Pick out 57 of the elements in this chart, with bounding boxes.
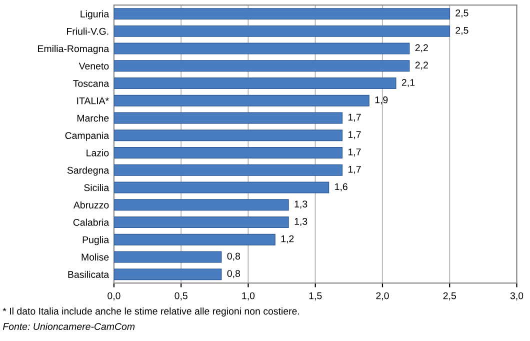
source-note: Fonte: Unioncamere-CamCom [2,322,135,330]
data-label: 1,7 [348,114,361,122]
bar [114,78,396,90]
y-tick-label: Friuli-V.G. [67,28,108,35]
bar [114,164,343,176]
data-label: 1,2 [281,235,294,244]
data-label: 1,9 [375,96,388,104]
bar [114,42,410,54]
bar [114,147,343,158]
x-tick-label: 2,0 [376,292,389,300]
data-label: 1,7 [348,131,361,140]
bar [114,8,450,20]
y-tick-label: Marche [77,114,109,122]
y-tick-label: Calabria [73,218,110,226]
bar [114,25,450,37]
data-label: 2,5 [456,26,468,35]
data-label: 1,3 [294,200,308,209]
y-tick-label: Abruzzo [73,201,109,208]
data-label: 2,2 [415,62,428,70]
y-tick-label: Basilicata [68,270,110,278]
bar [114,94,370,106]
data-label: 1,7 [348,166,361,174]
x-tick-label: 3,0 [510,292,524,300]
y-tick-label: ITALIA* [77,97,109,104]
data-label: 2,2 [415,44,428,52]
x-tick-label: 2,5 [443,292,456,300]
bar [114,130,343,142]
y-tick-label: Sicilia [84,184,110,192]
y-tick-label: Liguria [80,10,110,20]
data-label: 0,8 [227,270,240,278]
y-tick-label: Campania [65,132,110,141]
data-label: 2,1 [402,79,415,88]
bar [114,216,289,228]
y-tick-label: Puglia [82,236,110,246]
text: * Il dato Italia include anche le stime relative alle regioni non costiere. [2,307,299,317]
data-label: 1,3 [294,218,308,226]
x-tick-label: 0,0 [108,292,120,300]
y-tick-label: Toscana [73,80,110,87]
bar [114,199,289,211]
x-tick-label: 1,5 [309,292,322,300]
data-label: 1,6 [335,183,348,192]
bar [114,112,343,124]
y-tick-label: Molise [82,253,109,261]
data-label: 0,8 [227,252,240,261]
x-tick-label: 0,5 [174,292,188,300]
bar [114,268,222,280]
data-label: 2,5 [456,10,468,18]
bar [114,182,330,194]
x-tick-label: 1,0 [242,292,255,300]
y-tick-label: Lazio [86,149,109,156]
bar [114,234,276,246]
y-tick-label: Sardegna [67,166,110,176]
data-label: 1,7 [348,148,361,157]
bar [114,60,410,72]
y-tick-label: Veneto [78,62,109,70]
y-tick-label: Emilia-Romagna [38,45,110,54]
bar [114,251,222,263]
